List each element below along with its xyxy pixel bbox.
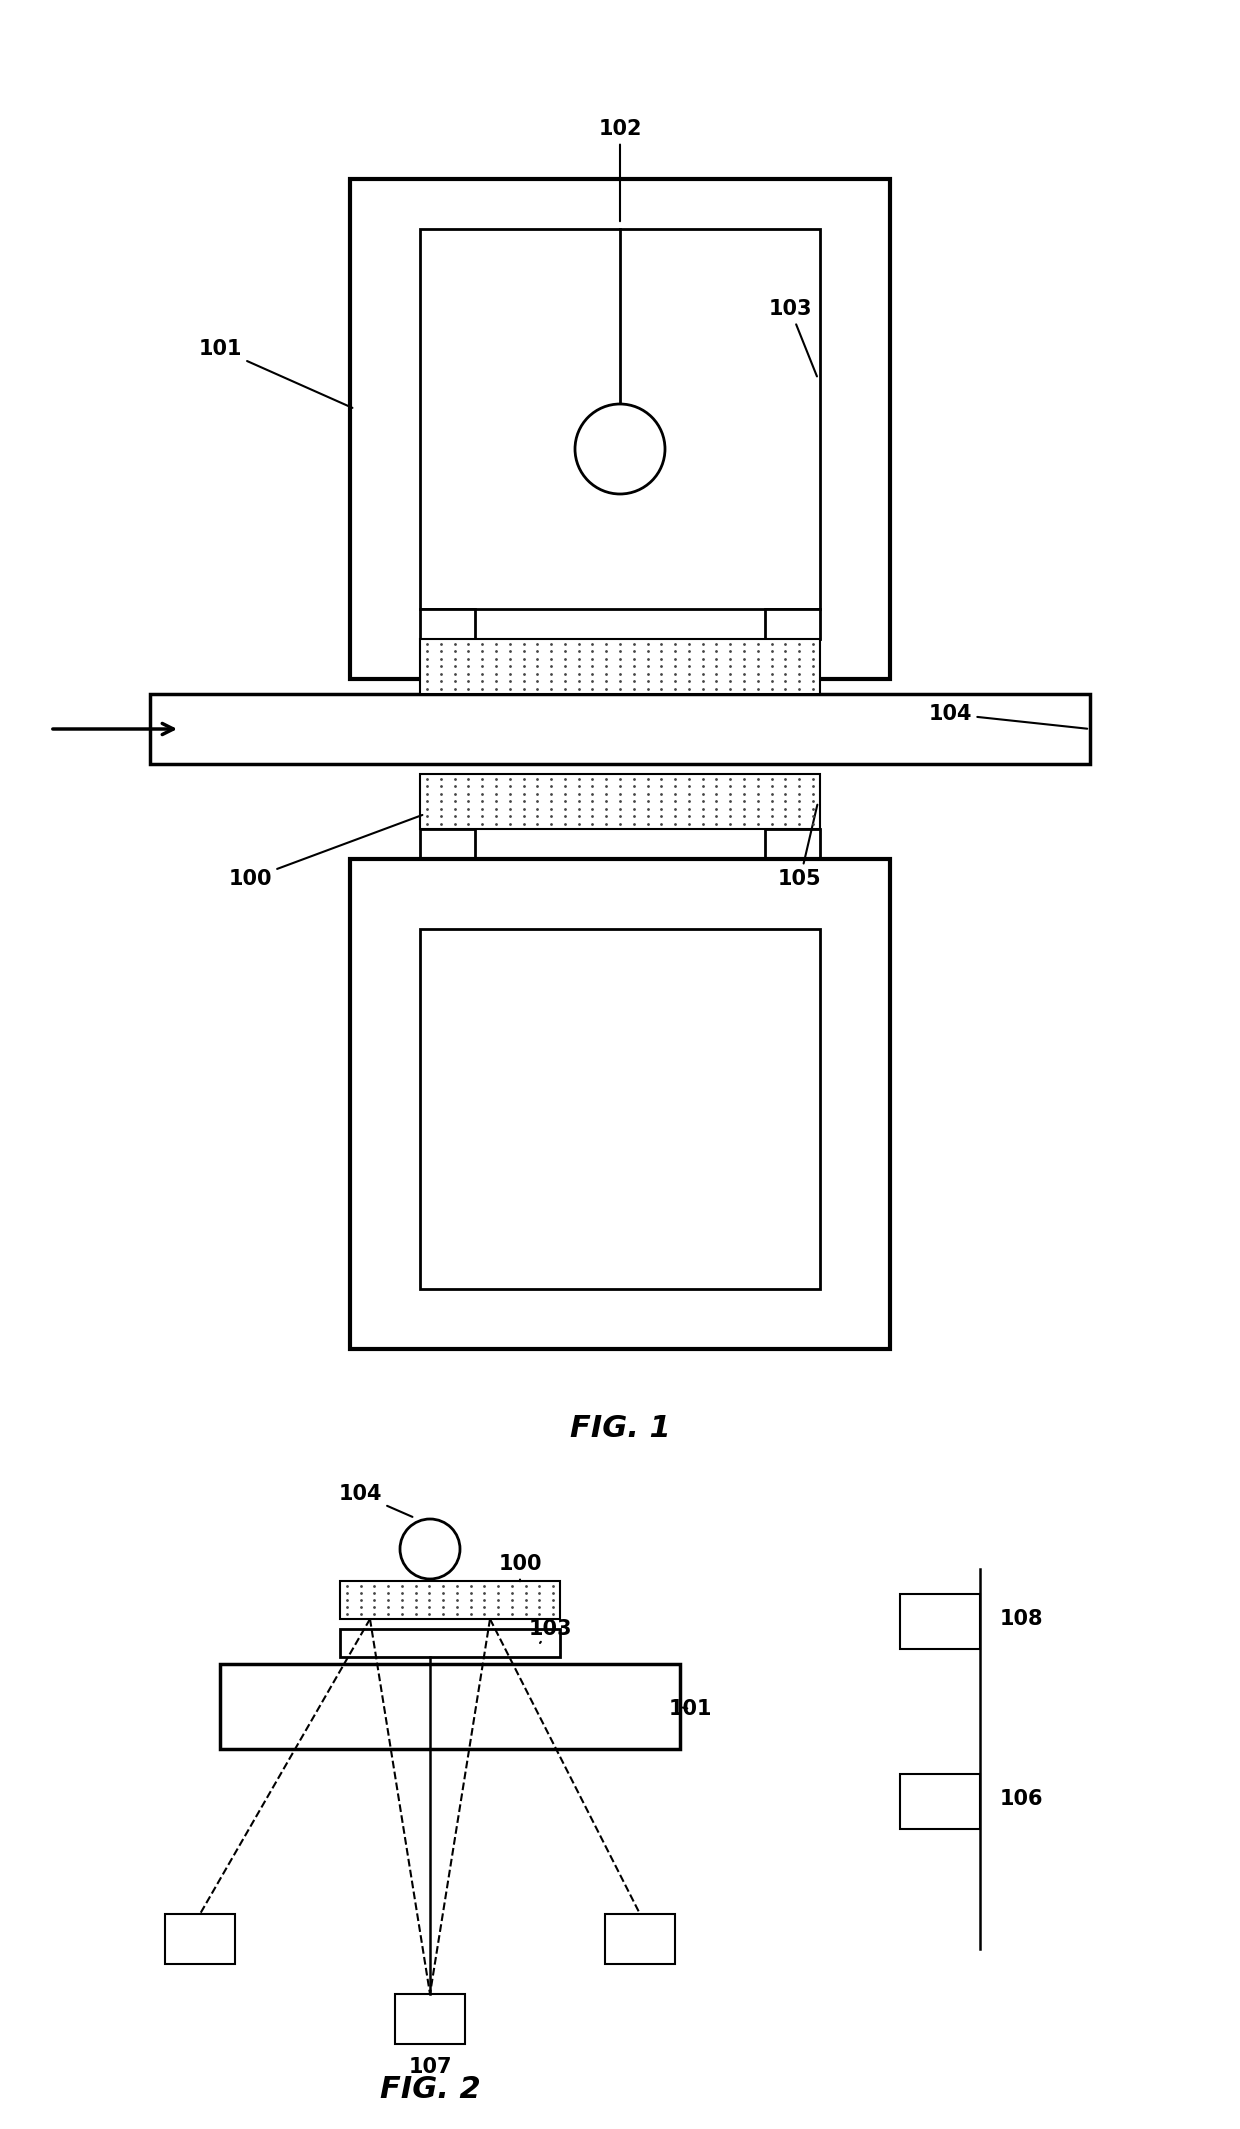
Bar	[350, 179, 890, 679]
Circle shape	[401, 1518, 460, 1580]
Bar	[420, 639, 820, 694]
Bar	[219, 1665, 680, 1750]
Bar	[340, 1582, 560, 1618]
Text: 101: 101	[668, 1699, 712, 1718]
Text: 106: 106	[999, 1788, 1044, 1810]
Text: 102: 102	[598, 119, 642, 221]
Bar	[605, 1914, 675, 1963]
Text: 108: 108	[999, 1610, 1044, 1629]
Text: 103: 103	[769, 298, 817, 377]
Text: FIG. 2: FIG. 2	[379, 2076, 480, 2103]
Text: 107: 107	[408, 2057, 451, 2078]
Text: FIG. 1: FIG. 1	[569, 1414, 671, 1443]
Bar	[150, 694, 1090, 764]
Text: 100: 100	[228, 815, 423, 890]
Bar	[765, 609, 820, 639]
Text: 100: 100	[498, 1554, 542, 1582]
Bar	[420, 775, 820, 828]
Bar	[420, 230, 820, 609]
Text: 104: 104	[929, 705, 1087, 728]
Bar	[396, 1995, 465, 2044]
Bar	[900, 1595, 980, 1650]
Bar	[765, 828, 820, 858]
Text: 101: 101	[198, 339, 352, 409]
Bar	[420, 928, 820, 1288]
Bar	[340, 1629, 560, 1656]
Text: 104: 104	[339, 1484, 413, 1516]
Bar	[165, 1914, 236, 1963]
Bar	[900, 1773, 980, 1829]
Circle shape	[575, 405, 665, 494]
Text: 105: 105	[779, 805, 822, 890]
Bar	[350, 858, 890, 1350]
Text: 103: 103	[528, 1618, 572, 1644]
Bar	[420, 828, 475, 858]
Bar	[420, 609, 475, 639]
